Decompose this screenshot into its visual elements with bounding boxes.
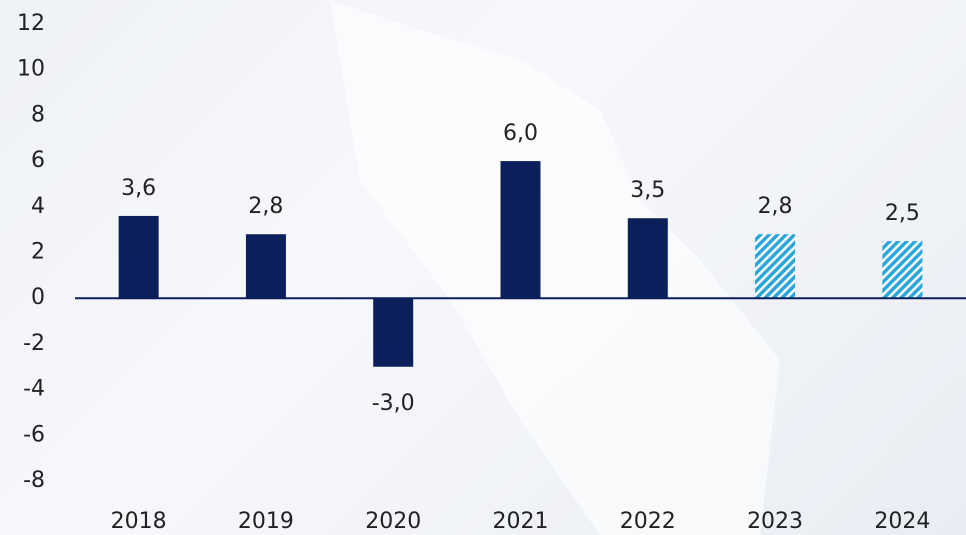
- y-tick-label: -6: [23, 422, 45, 447]
- x-tick-label: 2023: [747, 509, 803, 534]
- value-label: 6,0: [503, 121, 538, 146]
- x-tick-label: 2018: [111, 509, 167, 534]
- x-tick-label: 2024: [874, 509, 930, 534]
- value-label: -3,0: [372, 391, 415, 416]
- bar: [373, 298, 414, 367]
- x-tick-label: 2021: [493, 509, 549, 534]
- y-tick-label: 10: [17, 57, 45, 82]
- value-label: 2,5: [885, 201, 920, 226]
- value-label: 3,5: [630, 178, 665, 203]
- y-tick-label: -2: [23, 331, 45, 356]
- x-tick-label: 2019: [238, 509, 294, 534]
- value-label: 3,6: [121, 176, 156, 201]
- y-tick-label: -8: [23, 468, 45, 493]
- x-tick-label: 2020: [365, 509, 421, 534]
- y-tick-label: 2: [31, 240, 45, 265]
- bar: [627, 218, 668, 299]
- value-label: 2,8: [758, 194, 793, 219]
- bar: [882, 241, 923, 299]
- y-tick-label: 12: [17, 11, 45, 36]
- map-shape: [330, 0, 780, 535]
- y-tick-label: -4: [23, 377, 45, 402]
- x-tick-label: 2022: [620, 509, 676, 534]
- y-tick-label: 8: [31, 102, 45, 127]
- y-tick-label: 0: [31, 285, 45, 310]
- bar: [245, 234, 286, 299]
- value-label: 2,8: [248, 194, 283, 219]
- y-tick-label: 4: [31, 194, 45, 219]
- bar: [755, 234, 796, 299]
- y-tick-label: 6: [31, 148, 45, 173]
- bar: [118, 215, 159, 299]
- bar: [500, 161, 541, 299]
